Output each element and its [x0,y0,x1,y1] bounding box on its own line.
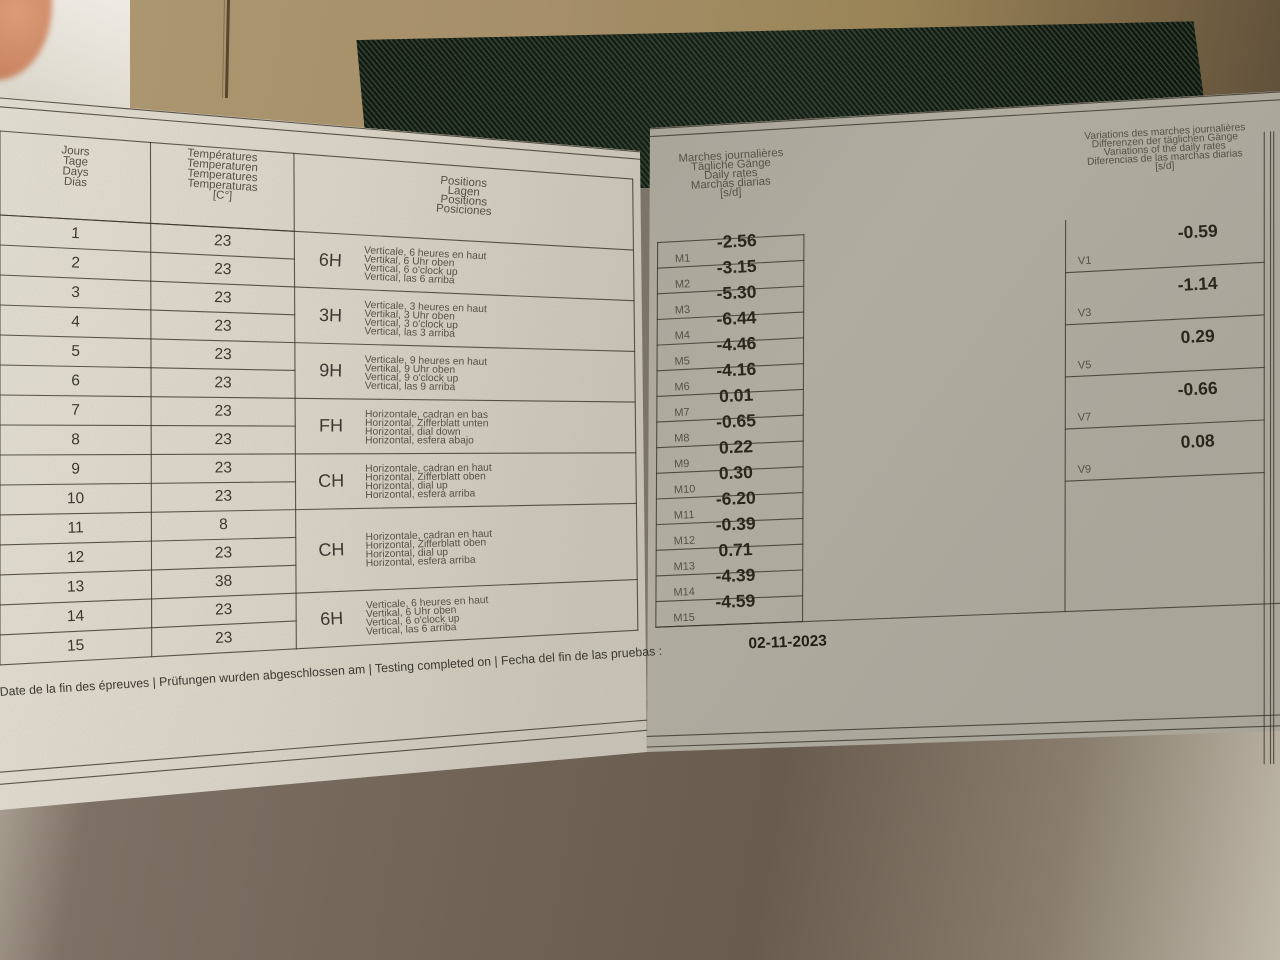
svg-text:6H: 6H [320,608,344,629]
svg-text:-1.14: -1.14 [1177,273,1218,295]
svg-text:-4.16: -4.16 [716,359,757,381]
svg-text:23: 23 [214,317,232,334]
svg-text:CH: CH [318,471,344,491]
svg-text:[s/d]: [s/d] [1155,161,1175,173]
svg-text:FH: FH [319,415,343,435]
svg-text:M7: M7 [674,407,690,420]
svg-text:23: 23 [214,374,231,391]
svg-text:-4.39: -4.39 [715,565,756,587]
svg-text:6H: 6H [318,250,342,271]
svg-text:23: 23 [214,289,232,307]
svg-text:-2.56: -2.56 [716,230,757,252]
svg-text:8: 8 [219,516,228,533]
svg-text:-0.59: -0.59 [1177,220,1218,242]
svg-text:-4.46: -4.46 [716,333,757,355]
svg-text:-5.30: -5.30 [716,281,757,303]
svg-text:1: 1 [71,225,80,242]
svg-text:3: 3 [71,284,80,301]
svg-text:CH: CH [318,539,345,560]
svg-text:2: 2 [71,254,80,271]
svg-text:7: 7 [71,402,80,419]
svg-text:M5: M5 [674,355,690,368]
svg-text:9H: 9H [319,360,342,380]
svg-text:13: 13 [67,578,85,596]
svg-text:M9: M9 [674,458,690,471]
svg-text:M2: M2 [675,278,691,291]
svg-text:Horizontal, esfera arriba: Horizontal, esfera arriba [365,488,475,501]
svg-text:0.08: 0.08 [1180,430,1215,452]
svg-text:-3.15: -3.15 [716,256,757,278]
svg-text:-6.20: -6.20 [715,487,756,509]
svg-text:0.22: 0.22 [718,436,753,458]
svg-text:M1: M1 [675,252,691,265]
svg-text:23: 23 [214,232,232,250]
svg-text:23: 23 [215,459,232,476]
svg-text:Vertical, las 9 arriba: Vertical, las 9 arriba [365,381,456,393]
svg-text:M11: M11 [674,509,695,522]
svg-text:23: 23 [214,346,232,363]
svg-text:14: 14 [67,607,85,625]
svg-text:M10: M10 [674,483,696,496]
svg-text:M8: M8 [674,432,690,445]
svg-text:M3: M3 [675,304,691,317]
svg-text:23: 23 [215,431,232,448]
svg-text:23: 23 [214,261,232,279]
svg-text:-6.44: -6.44 [716,307,757,329]
svg-text:12: 12 [67,549,85,567]
svg-text:15: 15 [67,637,85,655]
svg-text:V5: V5 [1078,359,1092,372]
svg-text:V7: V7 [1078,411,1092,424]
svg-text:23: 23 [215,403,232,420]
svg-text:[s/d]: [s/d] [720,186,742,199]
svg-text:-0.65: -0.65 [716,410,757,432]
svg-text:11: 11 [67,519,83,536]
svg-text:02-11-2023: 02-11-2023 [748,632,827,652]
svg-text:[C°]: [C°] [213,189,233,202]
svg-text:-0.66: -0.66 [1177,378,1218,400]
svg-text:M14: M14 [673,586,695,599]
svg-text:V3: V3 [1078,307,1092,320]
svg-text:M15: M15 [673,612,695,625]
svg-text:0.01: 0.01 [719,385,754,407]
svg-text:M4: M4 [674,329,690,342]
svg-text:4: 4 [71,313,80,330]
svg-text:23: 23 [215,488,233,505]
svg-text:0.71: 0.71 [718,539,753,560]
svg-text:10: 10 [67,490,85,507]
svg-text:Horizontal, esfera abajo: Horizontal, esfera abajo [365,435,474,446]
svg-text:38: 38 [215,573,233,591]
svg-text:0.29: 0.29 [1180,325,1215,347]
svg-text:23: 23 [215,601,233,619]
svg-text:8: 8 [71,431,80,448]
svg-text:V1: V1 [1078,255,1092,268]
svg-text:5: 5 [71,343,80,360]
svg-text:23: 23 [215,544,233,562]
svg-text:-4.59: -4.59 [715,590,756,612]
svg-text:6: 6 [71,372,80,389]
svg-text:M6: M6 [674,381,690,394]
svg-text:0.30: 0.30 [718,462,753,483]
svg-text:M13: M13 [673,560,695,573]
svg-text:M12: M12 [674,535,696,548]
svg-text:Dias: Dias [64,176,88,189]
svg-text:23: 23 [215,629,233,647]
svg-text:-0.39: -0.39 [715,513,756,535]
svg-text:3H: 3H [319,305,343,326]
svg-text:V9: V9 [1077,463,1091,476]
svg-text:9: 9 [71,461,80,478]
